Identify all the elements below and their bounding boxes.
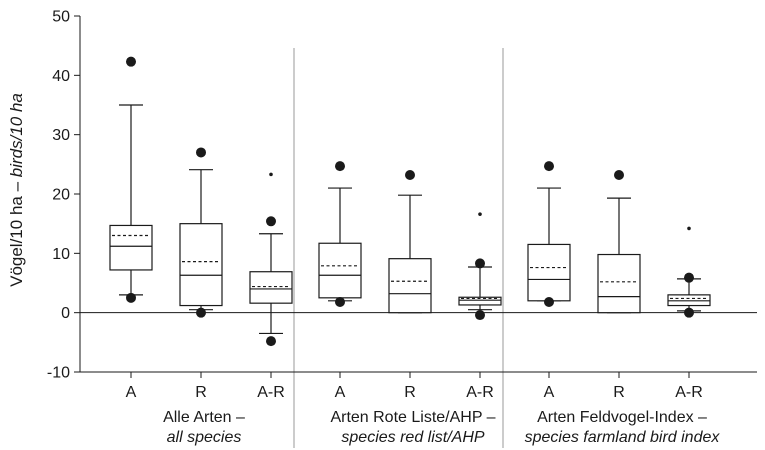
x-category-label: A-R — [466, 384, 494, 401]
box-a — [527, 161, 571, 307]
y-tick-label: 10 — [52, 246, 70, 263]
x-category-label: A-R — [257, 384, 285, 401]
group-label-en: species farmland bird index — [525, 429, 721, 446]
box-a — [109, 56, 153, 303]
outlier-point-low — [544, 296, 554, 307]
x-category-label: A — [544, 384, 555, 401]
extreme-marker — [687, 226, 691, 231]
x-category-label: A — [126, 384, 137, 401]
y-tick-label: -10 — [47, 365, 70, 382]
group-separators — [293, 48, 504, 448]
box-iqr — [388, 258, 432, 314]
box-iqr — [109, 224, 153, 271]
outlier-point-low — [335, 296, 345, 307]
group-label-de: Arten Rote Liste/AHP – — [330, 409, 495, 426]
y-tick-label: 0 — [61, 305, 70, 322]
group-label-en: species red list/AHP — [341, 429, 484, 446]
group-label-de: Alle Arten – — [163, 409, 245, 426]
outlier-point-high — [405, 170, 415, 181]
outlier-point-high — [544, 161, 554, 172]
box-iqr — [527, 243, 571, 302]
outlier-point-high — [684, 272, 694, 283]
boxes — [109, 56, 711, 347]
y-axis-label-italic: birds/10 ha — [7, 93, 26, 177]
x-category-label: R — [195, 384, 207, 401]
extreme-marker — [478, 212, 482, 216]
y-axis-label-plain: Vögel/10 ha – — [7, 177, 26, 287]
x-category-label: R — [404, 384, 416, 401]
box-iqr — [179, 223, 223, 307]
y-tick-label: 50 — [52, 9, 70, 26]
outlier-point-high — [614, 170, 624, 181]
group-label-de: Arten Feldvogel-Index – — [537, 409, 707, 426]
box-r — [597, 170, 641, 314]
box-r — [179, 147, 223, 318]
y-axis-label: Vögel/10 ha – birds/10 ha — [7, 93, 26, 287]
box-iqr — [318, 242, 362, 299]
x-category-label: A — [335, 384, 346, 401]
box-iqr — [249, 271, 293, 304]
x-category-label: R — [613, 384, 625, 401]
box-a-r — [458, 212, 502, 321]
x-category-label: A-R — [675, 384, 703, 401]
outlier-point-low — [266, 336, 276, 347]
outlier-point-low — [684, 307, 694, 318]
y-tick-label: 30 — [52, 127, 70, 144]
y-axis: -10 0 10 20 30 40 50 — [47, 9, 81, 382]
outlier-point-low — [126, 292, 136, 303]
box-a-r — [249, 172, 293, 347]
y-tick-label: 20 — [52, 187, 70, 204]
box-iqr — [458, 296, 502, 306]
outlier-point-low — [475, 310, 485, 321]
outlier-point-high — [266, 216, 276, 227]
box-a — [318, 161, 362, 307]
group-label-en: all species — [167, 429, 242, 446]
y-tick-label: 40 — [52, 68, 70, 85]
box-r — [388, 170, 432, 314]
outlier-point-high — [126, 56, 136, 67]
outlier-point-low — [196, 307, 206, 318]
x-axis: Alle Arten – all species A R A-R Arten Rote L… — [80, 371, 757, 446]
outlier-point-high — [196, 147, 206, 158]
box-a-r — [667, 226, 711, 318]
extreme-marker — [269, 172, 273, 177]
box-iqr — [597, 253, 641, 314]
outlier-point-high — [335, 161, 345, 172]
outlier-point-high — [475, 258, 485, 269]
